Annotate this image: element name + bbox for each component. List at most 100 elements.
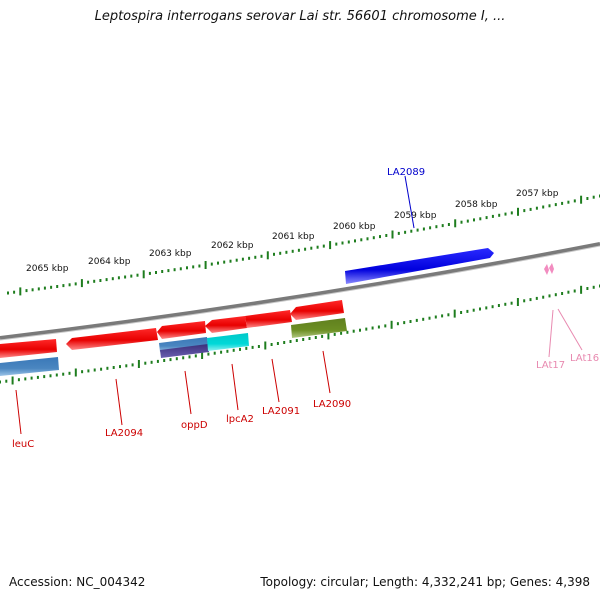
upper-track-minor-tick — [254, 255, 257, 259]
scale-label-2064: 2064 kbp — [88, 257, 131, 267]
lower-track-minor-tick — [24, 377, 27, 381]
upper-track-major-tick — [80, 279, 83, 288]
lower-track-minor-tick — [548, 294, 551, 298]
upper-track-minor-tick — [554, 203, 557, 207]
gene-LA2091[interactable] — [245, 310, 292, 328]
upper-track-minor-tick — [466, 219, 469, 223]
lower-track-minor-tick — [0, 380, 1, 384]
gene-label-oppD[interactable]: oppD — [181, 420, 208, 431]
trna-marker-LAt17[interactable] — [544, 264, 549, 275]
lower-track-minor-tick — [232, 348, 235, 352]
lower-track-minor-tick — [207, 352, 210, 356]
lower-track-minor-tick — [359, 328, 361, 332]
lower-track-minor-tick — [62, 372, 65, 376]
upper-track-minor-tick — [479, 217, 482, 221]
lower-track-minor-tick — [36, 375, 39, 379]
lower-track-minor-tick — [68, 371, 71, 375]
lower-track-minor-tick — [276, 342, 279, 345]
upper-track-minor-tick — [260, 254, 263, 258]
lower-track-minor-tick — [460, 311, 463, 314]
lower-track-major-tick — [11, 376, 14, 385]
scale-ticks-lower — [0, 284, 600, 385]
upper-track-minor-tick — [37, 287, 40, 291]
gene-label-LAt16[interactable]: LAt16 — [570, 353, 599, 364]
lower-track-minor-tick — [567, 290, 570, 294]
lower-track-minor-tick — [403, 321, 406, 325]
gene-label-leuC[interactable]: leuC — [12, 439, 34, 450]
gene-LA2094[interactable] — [66, 328, 158, 350]
upper-track-minor-tick — [548, 204, 551, 208]
upper-track-minor-tick — [535, 206, 538, 210]
feature-oppD-darkslate[interactable] — [160, 344, 209, 358]
lower-track-minor-tick — [472, 308, 475, 312]
lower-track-minor-tick — [529, 298, 532, 302]
upper-track-minor-tick — [491, 214, 494, 218]
gene-LA2089[interactable] — [345, 175, 494, 284]
upper-track-minor-tick — [504, 212, 507, 216]
gene-leuC[interactable] — [0, 339, 57, 358]
upper-track-minor-tick — [485, 216, 488, 220]
upper-track-minor-tick — [161, 270, 164, 273]
gene-label-LA2090[interactable]: LA2090 — [313, 399, 351, 410]
upper-track-minor-tick — [441, 224, 444, 228]
upper-track-minor-tick — [13, 290, 16, 294]
lower-track-minor-tick — [5, 379, 8, 383]
upper-track-minor-tick — [360, 238, 363, 242]
lower-track-minor-tick — [554, 293, 557, 297]
gene-LA2090[interactable] — [290, 300, 344, 320]
gene-oppD[interactable] — [157, 321, 206, 339]
upper-track-minor-tick — [248, 256, 251, 260]
gene-label-LA2089[interactable]: LA2089 — [387, 167, 425, 178]
upper-track-minor-tick — [573, 199, 576, 203]
lower-track-minor-tick — [156, 359, 159, 363]
lower-track-minor-tick — [188, 355, 191, 359]
trna-marker-LAt16[interactable] — [549, 263, 554, 274]
lower-track-minor-tick — [49, 374, 52, 378]
upper-track-major-tick — [266, 251, 269, 260]
lower-track-minor-tick — [561, 292, 564, 295]
trna-markers[interactable] — [544, 263, 554, 275]
lower-track-minor-tick — [535, 296, 538, 300]
lower-track-minor-tick — [93, 368, 96, 372]
lower-track-minor-tick — [491, 305, 494, 309]
upper-track-minor-tick — [50, 285, 53, 289]
upper-track-major-tick — [329, 241, 332, 250]
lower-track-minor-tick — [131, 363, 134, 367]
upper-track-major-tick — [580, 195, 583, 204]
feature-lpcA2-cyan[interactable] — [207, 333, 249, 351]
lower-track-minor-tick — [106, 366, 109, 370]
gene-label-LA2091[interactable]: LA2091 — [262, 406, 300, 417]
feature-oppD-steelblue[interactable] — [159, 337, 208, 352]
upper-track-minor-tick — [7, 291, 9, 295]
lower-track-major-tick — [74, 368, 77, 377]
scale-label-2058: 2058 kbp — [455, 200, 498, 210]
lower-track-minor-tick — [340, 331, 343, 335]
upper-track-minor-tick — [354, 239, 356, 243]
upper-track-major-tick — [454, 219, 457, 228]
upper-track-minor-tick — [592, 195, 595, 199]
gene-label-LAt17[interactable]: LAt17 — [536, 360, 565, 371]
upper-track-minor-tick — [379, 235, 381, 239]
lower-track-major-tick — [390, 320, 393, 329]
lower-track-minor-tick — [283, 341, 286, 344]
chromosome-backbone-highlight — [0, 245, 600, 341]
scale-label-2061: 2061 kbp — [272, 232, 315, 242]
lower-track-minor-tick — [377, 325, 380, 329]
lower-track-minor-tick — [87, 369, 90, 373]
upper-track-minor-tick — [279, 251, 282, 255]
upper-track-minor-tick — [229, 259, 232, 263]
gene-label-LA2094[interactable]: LA2094 — [105, 428, 143, 439]
gene-lpcA2[interactable] — [205, 316, 247, 333]
lower-track-minor-tick — [346, 330, 349, 334]
feature-leuC-steelblue[interactable] — [0, 357, 59, 376]
feature-LA2090-olive[interactable] — [291, 318, 347, 338]
upper-track-minor-tick — [31, 288, 34, 292]
lower-track-minor-tick — [289, 340, 292, 343]
gene-label-lpcA2[interactable]: lpcA2 — [226, 414, 254, 425]
lower-track-minor-tick — [428, 316, 431, 320]
lower-track-major-tick — [137, 360, 140, 368]
lower-track-minor-tick — [257, 345, 260, 348]
upper-track-major-tick — [517, 207, 519, 216]
upper-track-major-tick — [142, 270, 145, 279]
